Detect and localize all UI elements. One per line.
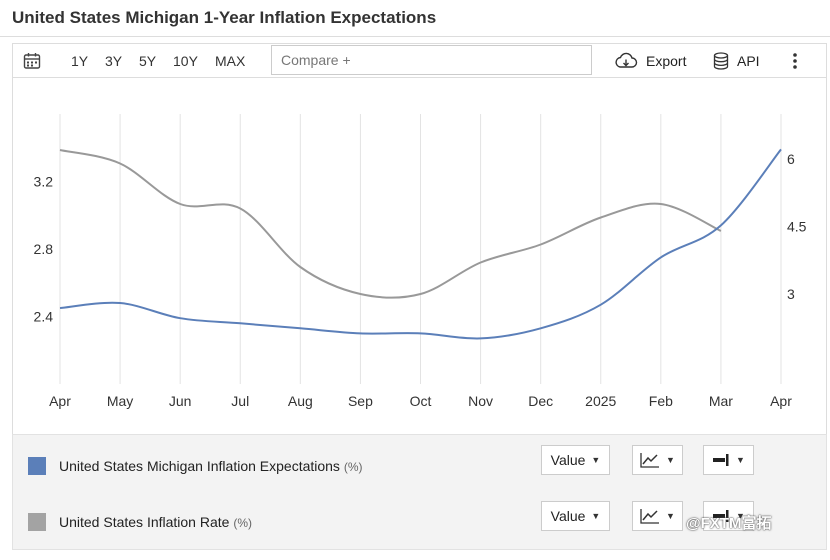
left-y-tick-label: 2.8 bbox=[34, 241, 54, 257]
axis-align-icon bbox=[713, 454, 729, 466]
x-tick-label: Jun bbox=[169, 393, 192, 409]
chart-toolbar: 1Y 3Y 5Y 10Y MAX Export API bbox=[12, 43, 827, 78]
x-tick-label: Nov bbox=[468, 393, 493, 409]
line-chart: Apr May Jun Jul Aug Sep Oct Nov Dec 2025 Feb Mar Apr… bbox=[34, 114, 807, 409]
right-y-tick-label: 4.5 bbox=[787, 219, 807, 235]
x-tick-label: Dec bbox=[528, 393, 553, 409]
legend-label: United States Inflation Rate (%) bbox=[59, 514, 252, 530]
line-chart-icon bbox=[640, 453, 660, 468]
x-tick-label: Feb bbox=[649, 393, 673, 409]
legend-row-inflation: United States Inflation Rate (%) Value ▼ … bbox=[13, 501, 826, 541]
x-tick-label: Oct bbox=[410, 393, 432, 409]
range-1y-button[interactable]: 1Y bbox=[71, 53, 89, 69]
range-10y-button[interactable]: 10Y bbox=[173, 53, 198, 69]
export-button[interactable]: Export bbox=[614, 52, 686, 70]
x-tick-label: Apr bbox=[770, 393, 792, 409]
range-3y-button[interactable]: 3Y bbox=[105, 53, 123, 69]
range-max-button[interactable]: MAX bbox=[215, 53, 246, 69]
page-title: United States Michigan 1-Year Inflation … bbox=[12, 8, 437, 27]
series-line-inflation-rate bbox=[59, 149, 722, 299]
x-tick-label: Aug bbox=[288, 393, 313, 409]
api-button[interactable]: API bbox=[713, 52, 760, 70]
axis-side-dropdown[interactable]: ▼ bbox=[703, 501, 754, 531]
line-chart-icon bbox=[640, 509, 660, 524]
right-y-tick-label: 6 bbox=[787, 151, 795, 167]
value-dropdown[interactable]: Value ▼ bbox=[541, 501, 610, 531]
compare-input[interactable] bbox=[271, 45, 592, 75]
left-y-tick-label: 3.2 bbox=[34, 174, 54, 190]
export-label: Export bbox=[646, 53, 687, 69]
chart-type-dropdown[interactable]: ▼ bbox=[632, 445, 683, 475]
left-y-tick-label: 2.4 bbox=[34, 309, 54, 325]
axis-side-dropdown[interactable]: ▼ bbox=[703, 445, 754, 475]
watermark: @FXTM富拓 bbox=[686, 515, 772, 532]
api-label: API bbox=[737, 53, 760, 69]
x-tick-label: Apr bbox=[49, 393, 71, 409]
cloud-download-icon bbox=[615, 52, 638, 68]
x-tick-label: Mar bbox=[709, 393, 733, 409]
kebab-menu-icon[interactable] bbox=[789, 50, 801, 72]
right-y-tick-label: 3 bbox=[787, 286, 795, 302]
range-5y-button[interactable]: 5Y bbox=[139, 53, 157, 69]
axis-align-icon bbox=[713, 510, 729, 522]
legend-swatch bbox=[28, 457, 46, 475]
x-tick-label: 2025 bbox=[585, 393, 616, 409]
database-icon bbox=[713, 52, 729, 70]
value-dropdown[interactable]: Value ▼ bbox=[541, 445, 610, 475]
x-tick-label: Sep bbox=[348, 393, 373, 409]
legend-swatch bbox=[28, 513, 46, 531]
calendar-icon[interactable] bbox=[23, 52, 41, 70]
legend-panel: United States Michigan Inflation Expecta… bbox=[12, 434, 827, 550]
chart-area: Apr May Jun Jul Aug Sep Oct Nov Dec 2025 Feb Mar Apr… bbox=[12, 78, 827, 434]
legend-row-expectations: United States Michigan Inflation Expecta… bbox=[13, 445, 826, 485]
series-line-michigan-expectations bbox=[59, 148, 782, 340]
legend-label: United States Michigan Inflation Expecta… bbox=[59, 458, 363, 474]
x-tick-label: Jul bbox=[231, 393, 249, 409]
chart-type-dropdown[interactable]: ▼ bbox=[632, 501, 683, 531]
title-divider bbox=[0, 36, 830, 37]
x-tick-label: May bbox=[107, 393, 133, 409]
